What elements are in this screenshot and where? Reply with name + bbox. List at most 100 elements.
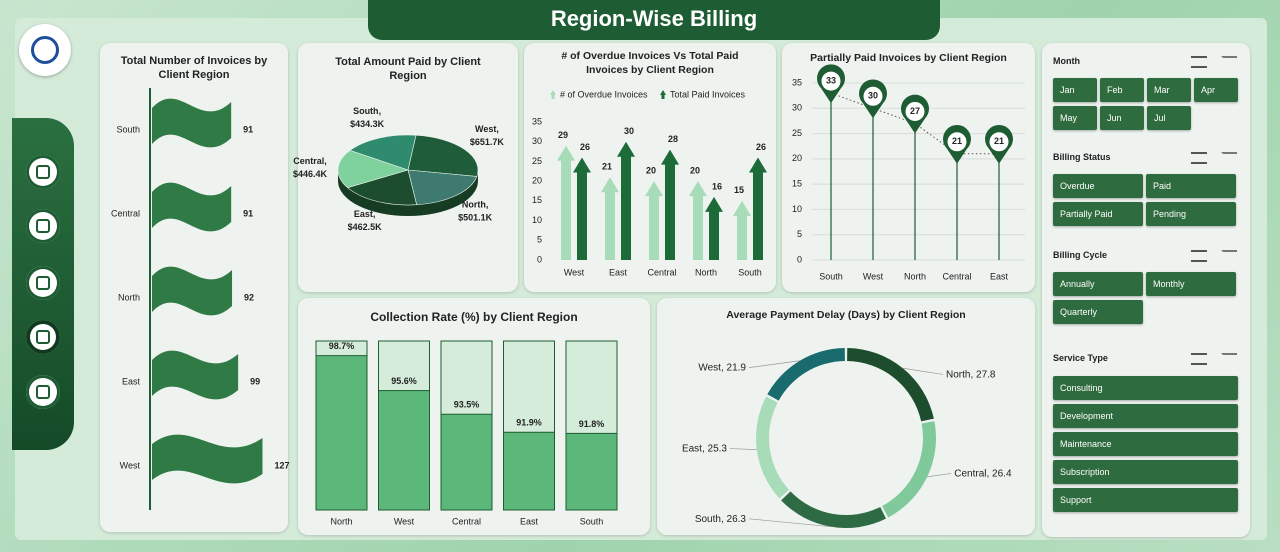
value-label: 29 — [558, 130, 568, 140]
label-category: South — [695, 513, 721, 524]
label-category: East — [682, 443, 702, 454]
clear-filter-icon[interactable] — [1221, 152, 1237, 164]
category-label: Central — [111, 208, 140, 218]
label-separator: , — [721, 362, 727, 373]
slicer-button[interactable]: Overdue — [1053, 174, 1143, 198]
category-label: West — [120, 460, 141, 470]
label-value: 25.3 — [708, 443, 728, 454]
clear-filter-icon[interactable] — [1221, 353, 1237, 365]
value-label: 91.9% — [516, 418, 542, 428]
pie-slice — [346, 169, 418, 206]
slicer-button[interactable]: Support — [1053, 488, 1238, 512]
slicer-button[interactable]: Subscription — [1053, 460, 1238, 484]
nav-icon[interactable] — [26, 266, 60, 300]
label-value: $651.7K — [470, 138, 505, 148]
slicer-button[interactable]: Jun — [1100, 106, 1144, 130]
slicer-button[interactable]: Mar — [1147, 78, 1191, 102]
flag-bar — [152, 266, 233, 316]
nav-icon-active[interactable] — [26, 320, 60, 354]
slicer-button[interactable]: Consulting — [1053, 376, 1238, 400]
slicer-button[interactable]: Development — [1053, 404, 1238, 428]
arrow-bar — [705, 196, 723, 260]
label-separator: , — [496, 125, 499, 135]
nav-icon[interactable] — [26, 209, 60, 243]
slicer-button[interactable]: May — [1053, 106, 1097, 130]
y-tick-label: 30 — [532, 136, 542, 146]
arrow-bar — [601, 177, 619, 260]
slicer-button[interactable]: Monthly — [1146, 272, 1236, 296]
data-label: West, $651.7K — [470, 125, 505, 148]
value-label: 21 — [952, 136, 962, 146]
value-label: 91.8% — [579, 419, 605, 429]
data-label: North, $501.1K — [458, 200, 493, 223]
y-tick-label: 10 — [532, 215, 542, 225]
label-category: West — [698, 362, 721, 373]
legend-label: # of Overdue Invoices — [560, 89, 648, 99]
y-tick-label: 30 — [792, 103, 802, 113]
value-label: 15 — [734, 185, 744, 195]
multi-select-icon[interactable] — [1191, 152, 1207, 164]
nav-icon[interactable] — [26, 375, 60, 409]
flag-bar — [152, 182, 232, 232]
slicer-button[interactable]: Quarterly — [1053, 300, 1143, 324]
slicer-button[interactable]: Apr — [1194, 78, 1238, 102]
slicer-button[interactable]: Jul — [1147, 106, 1191, 130]
multi-select-icon[interactable] — [1191, 353, 1207, 365]
x-tick-label: Central — [647, 267, 676, 277]
flag-bar — [152, 350, 239, 400]
chart-title: Total Amount Paid by Client Region — [335, 56, 481, 82]
leader-line — [902, 367, 944, 375]
arrow-bar — [749, 157, 767, 260]
clear-filter-icon[interactable] — [1221, 56, 1237, 68]
slicer-button[interactable]: Feb — [1100, 78, 1144, 102]
label-separator: , — [721, 513, 727, 524]
label-category: East — [354, 209, 373, 219]
slicer-button[interactable]: Maintenance — [1053, 432, 1238, 456]
value-label: 92 — [244, 292, 254, 302]
x-tick-label: East — [520, 516, 539, 526]
legend-marker — [660, 90, 666, 99]
clear-filter-icon[interactable] — [1221, 250, 1237, 262]
y-tick-label: 25 — [792, 128, 802, 138]
label-value: $446.4K — [293, 170, 328, 180]
label-value: $434.3K — [350, 120, 385, 130]
multi-select-icon[interactable] — [1191, 250, 1207, 262]
label-category: Central — [954, 468, 986, 479]
column-fill — [565, 432, 618, 511]
label-category: North — [946, 369, 970, 380]
slicer-title: Service Type — [1053, 353, 1108, 363]
y-tick-label: 35 — [792, 77, 802, 87]
slicer-button[interactable]: Paid — [1146, 174, 1236, 198]
slicer-button[interactable]: Partially Paid — [1053, 202, 1143, 226]
leader-line — [748, 360, 800, 368]
y-tick-label: 5 — [797, 229, 802, 239]
category-label: South — [116, 124, 140, 134]
label-separator: , — [970, 369, 976, 380]
label-value: 26.4 — [992, 468, 1012, 479]
slicer-button[interactable]: Annually — [1053, 272, 1143, 296]
value-label: 28 — [668, 134, 678, 144]
label-category: North — [462, 200, 486, 210]
arrow-bar — [573, 157, 591, 260]
nav-icon[interactable] — [26, 155, 60, 189]
leader-line — [927, 473, 952, 478]
slicer-title: Billing Status — [1053, 152, 1111, 162]
y-tick-label: 15 — [792, 179, 802, 189]
label-category: South — [353, 107, 379, 117]
category-label: East — [122, 376, 141, 386]
donut-segment — [767, 348, 845, 401]
legend-marker — [550, 90, 556, 99]
value-label: 99 — [250, 376, 260, 386]
value-label: 127 — [274, 460, 289, 470]
y-tick-label: 35 — [532, 116, 542, 126]
slicer-button[interactable]: Jan — [1053, 78, 1097, 102]
arrow-bar — [617, 141, 635, 260]
x-tick-label: Central — [452, 516, 481, 526]
value-label: 33 — [826, 75, 836, 85]
arrow-bar — [661, 149, 679, 260]
value-label: 21 — [602, 162, 612, 172]
data-label: West, 21.9 — [698, 362, 746, 373]
slicer-button[interactable]: Pending — [1146, 202, 1236, 226]
multi-select-icon[interactable] — [1191, 56, 1207, 68]
